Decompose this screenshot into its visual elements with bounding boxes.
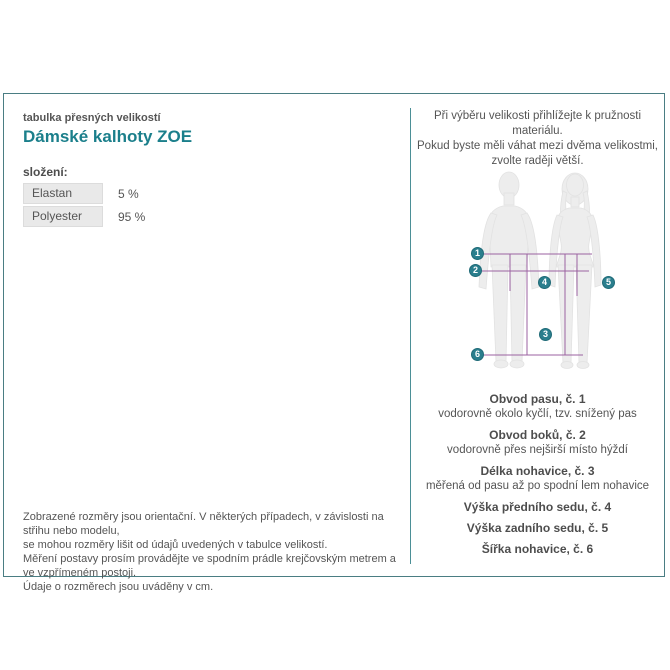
measurement-title: Obvod boků, č. 2 [489,428,586,442]
table-row: Polyester 95 % [23,206,203,227]
measurement-title: Šířka nohavice, č. 6 [481,542,594,556]
list-item: Šířka nohavice, č. 6 [411,541,664,557]
advice-line: Pokud byste měli váhat mezi dvěma veliko… [417,140,658,152]
composition-table: Elastan 5 % Polyester 95 % [23,183,203,229]
list-item: Obvod boků, č. 2 vodorovně přes nejširší… [411,427,664,458]
advice-line: zvolte raději větší. [491,155,584,167]
disclaimer-line: se mohou rozměry lišit od údajů uvedenýc… [23,539,328,551]
product-info-panel: tabulka přesných velikostí Dámské kalhot… [4,94,410,593]
material-percent-cell: 5 % [118,186,139,201]
composition-heading: složení: [23,165,68,179]
table-eyebrow-label: tabulka přesných velikostí [23,112,161,124]
marker-2-badge: 2 [469,264,482,277]
marker-5-badge: 5 [602,276,615,289]
material-name-cell: Elastan [23,183,103,204]
measurement-description: vodorovně přes nejširší místo hýždí [447,444,628,456]
measurement-disclaimer: Zobrazené rozměry jsou orientační. V něk… [23,510,410,594]
measurement-lines [482,253,592,356]
marker-6-badge: 6 [471,348,484,361]
male-figure [478,171,540,369]
size-chart-sheet: tabulka přesných velikostí Dámské kalhot… [3,93,665,593]
advice-line: Při výběru velikosti přihlížejte k pružn… [433,110,642,137]
marker-1-badge: 1 [471,247,484,260]
measurement-title: Obvod pasu, č. 1 [489,392,586,406]
disclaimer-line: Měření postavy prosím provádějte ve spod… [23,553,396,579]
measurement-title: Délka nohavice, č. 3 [480,464,595,478]
list-item: Obvod pasu, č. 1 vodorovně okolo kyčlí, … [411,391,664,422]
material-name-cell: Polyester [23,206,103,227]
list-item: Výška předního sedu, č. 4 [411,499,664,515]
measurement-definitions-list: Obvod pasu, č. 1 vodorovně okolo kyčlí, … [411,391,664,562]
measurement-title: Výška předního sedu, č. 4 [463,500,612,514]
list-item: Délka nohavice, č. 3 měřená od pasu až p… [411,463,664,494]
measurement-title: Výška zadního sedu, č. 5 [466,521,609,535]
body-silhouettes-illustration [478,171,602,369]
marker-4-badge: 4 [538,276,551,289]
marker-3-badge: 3 [539,328,552,341]
table-row: Elastan 5 % [23,183,203,204]
product-title: Dámské kalhoty ZOE [23,127,193,146]
measurement-description: vodorovně okolo kyčlí, tzv. snížený pas [438,408,637,420]
material-percent-cell: 95 % [118,209,146,224]
disclaimer-line: Údaje o rozměrech jsou uváděny v cm. [23,581,214,593]
list-item: Výška zadního sedu, č. 5 [411,520,664,536]
body-measurement-diagram: 1 2 3 4 5 6 [453,163,635,378]
sizing-advice-text: Při výběru velikosti přihlížejte k pružn… [411,109,664,169]
measurement-guide-panel: Při výběru velikosti přihlížejte k pružn… [411,94,664,576]
vertical-divider [410,108,411,564]
measurement-description: měřená od pasu až po spodní lem nohavice [425,480,650,492]
disclaimer-line: Zobrazené rozměry jsou orientační. V něk… [23,511,384,537]
female-figure [548,172,602,369]
